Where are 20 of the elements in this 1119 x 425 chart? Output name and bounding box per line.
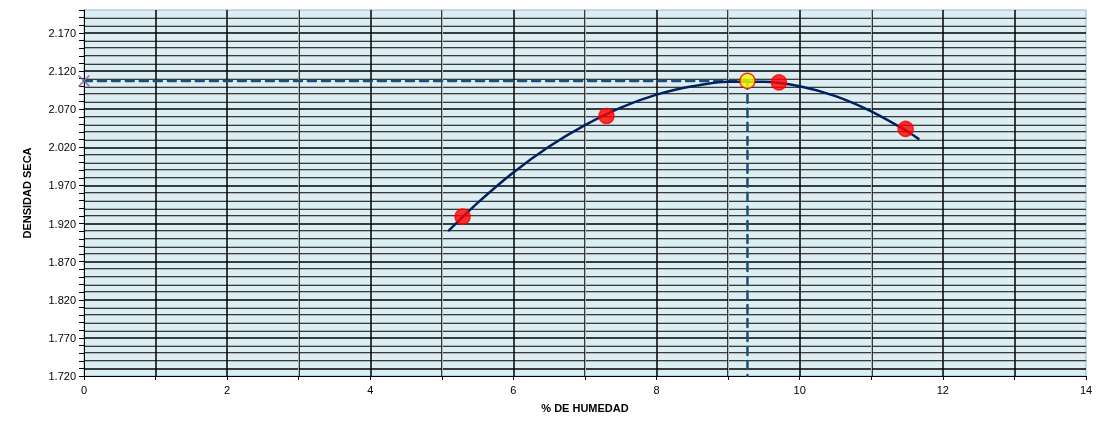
x-tick-label: 12 bbox=[936, 383, 949, 396]
x-tick-label: 0 bbox=[80, 383, 88, 396]
y-tick-label: 1.770 bbox=[48, 331, 76, 344]
x-tick-label: 14 bbox=[1079, 383, 1093, 396]
y-tick-label: 1.970 bbox=[48, 179, 76, 192]
y-tick-label: 1.720 bbox=[48, 370, 76, 382]
x-tick-label: 2 bbox=[224, 383, 231, 396]
y-tick-label: 1.820 bbox=[48, 293, 76, 306]
x-tick-label: 8 bbox=[653, 383, 660, 396]
y-tick-label: 2.120 bbox=[48, 65, 76, 77]
y-tick-label: 2.020 bbox=[48, 141, 76, 154]
x-tick-label: 4 bbox=[367, 383, 374, 396]
x-axis-title: % DE HUMEDAD bbox=[541, 401, 629, 414]
x-tick-label: 10 bbox=[793, 383, 806, 396]
y-tick-label: 2.070 bbox=[48, 103, 76, 116]
x-tick-label: 6 bbox=[510, 383, 517, 396]
y-tick-label: 1.920 bbox=[48, 217, 76, 230]
y-tick-label: 1.870 bbox=[48, 255, 76, 268]
y-axis-title: DENSIDAD SECA bbox=[20, 147, 33, 239]
y-tick-label: 2.170 bbox=[48, 26, 76, 39]
